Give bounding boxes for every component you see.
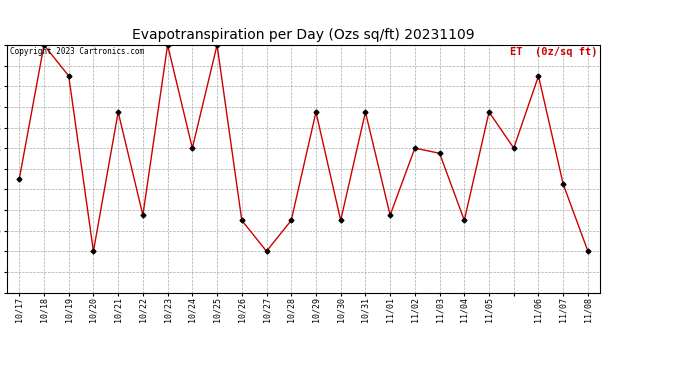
Text: ET  (0z/sq ft): ET (0z/sq ft): [510, 48, 598, 57]
Title: Evapotranspiration per Day (Ozs sq/ft) 20231109: Evapotranspiration per Day (Ozs sq/ft) 2…: [132, 28, 475, 42]
Text: Copyright 2023 Cartronics.com: Copyright 2023 Cartronics.com: [10, 48, 144, 57]
